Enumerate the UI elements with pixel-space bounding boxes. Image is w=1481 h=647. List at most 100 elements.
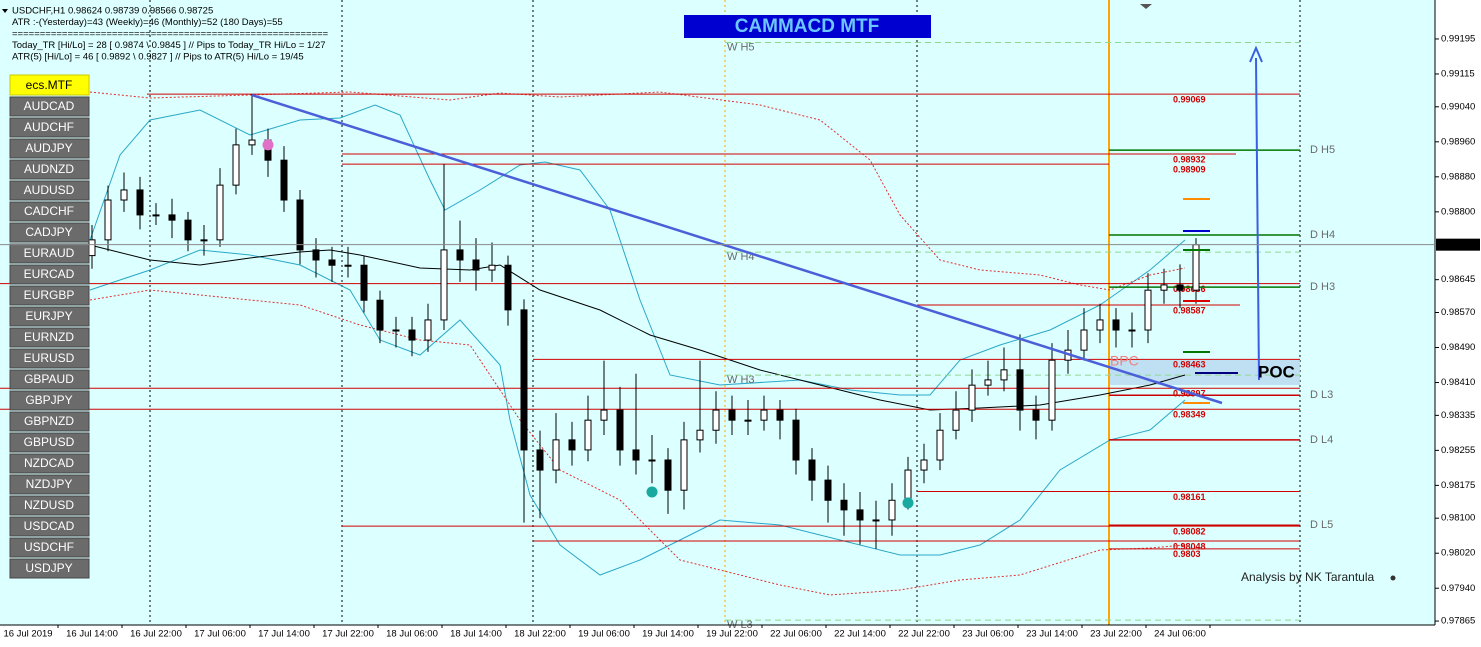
scroll-marker: [1140, 4, 1152, 9]
footer-note: Analysis by NK Tarantula: [1241, 570, 1375, 584]
y-tick-label: 0.98175: [1441, 480, 1475, 491]
symbol-button[interactable]: [9, 96, 90, 117]
arrow-head: [1249, 45, 1263, 63]
symbol-button[interactable]: [9, 390, 90, 411]
price-axis-background: [1435, 0, 1481, 647]
candle-body: [952, 409, 960, 431]
session-separators: [149, 0, 1301, 625]
current-price-box: [1436, 238, 1480, 251]
chart-title: CAMMACD MTF: [735, 16, 880, 37]
footer-icon: [1390, 575, 1396, 581]
x-tick-label: 24 Jul 06:00: [1154, 629, 1206, 640]
candle-body: [312, 249, 320, 261]
symbol-button[interactable]: [9, 516, 90, 537]
candle-body: [1048, 359, 1056, 421]
symbol-label: EURUSD: [24, 351, 75, 365]
symbol-label: GBPUSD: [24, 435, 75, 449]
candle-body: [792, 419, 800, 461]
symbol-label: NZDJPY: [26, 477, 73, 491]
band-lower: [89, 249, 1186, 576]
x-tick-label: 18 Jul 14:00: [450, 629, 502, 640]
y-tick-label: 0.98100: [1441, 513, 1475, 524]
symbol-label: CADCHF: [24, 204, 74, 218]
symbol-label: USDCHF: [24, 540, 74, 554]
symbol-button[interactable]: [9, 264, 90, 285]
symbol-label: AUDUSD: [24, 183, 75, 197]
signal-dot: [902, 497, 914, 509]
x-tick-label: 16 Jul 2019: [3, 629, 52, 640]
candle-body: [872, 519, 880, 522]
candle-body: [120, 189, 128, 201]
symbol-button[interactable]: [9, 411, 90, 432]
indicator-button[interactable]: [9, 74, 90, 96]
symbol-button[interactable]: [9, 243, 90, 264]
pivot-label: D L3: [1310, 389, 1333, 401]
symbol-button[interactable]: [9, 327, 90, 348]
candle-body: [680, 439, 688, 491]
symbol-button[interactable]: [9, 180, 90, 201]
x-tick-label: 19 Jul 22:00: [706, 629, 758, 640]
candle-body: [216, 184, 224, 241]
candle-body: [968, 384, 976, 411]
x-tick-label: 23 Jul 22:00: [1090, 629, 1142, 640]
symbol-button[interactable]: [9, 159, 90, 180]
symbol-button[interactable]: [9, 138, 90, 159]
symbol-button[interactable]: [9, 495, 90, 516]
symbol-button[interactable]: [9, 201, 90, 222]
symbol-button[interactable]: [9, 558, 90, 579]
info-line: ATR :-(Yesterday)=43 (Weekly)=46 (Monthl…: [12, 17, 283, 28]
y-tick-label: 0.97940: [1441, 583, 1475, 594]
symbol-label: USDCAD: [24, 519, 75, 533]
time-axis-background: [0, 625, 1435, 647]
candle-body: [88, 239, 96, 257]
candle-body: [200, 239, 208, 242]
symbol-button[interactable]: [9, 432, 90, 453]
signal-dot: [262, 139, 274, 151]
symbol-button[interactable]: [9, 453, 90, 474]
x-tick-label: 22 Jul 22:00: [898, 629, 950, 640]
y-tick-label: 0.98570: [1441, 307, 1475, 318]
level-label: 0.98909: [1173, 165, 1206, 175]
envelope-lower: [89, 289, 1186, 596]
candle-body: [136, 189, 144, 216]
indicators: [89, 91, 1186, 596]
candle-body: [376, 299, 384, 331]
x-tick-label: 22 Jul 14:00: [834, 629, 886, 640]
moving-average: [89, 244, 1186, 411]
symbol-button[interactable]: [9, 369, 90, 390]
x-tick-label: 23 Jul 06:00: [962, 629, 1014, 640]
symbol-button[interactable]: [9, 474, 90, 495]
y-tick-label: 0.99040: [1441, 101, 1475, 112]
band-upper: [89, 104, 1186, 396]
symbol-button[interactable]: [9, 537, 90, 558]
candle-body: [1160, 284, 1168, 291]
symbol-button[interactable]: [9, 222, 90, 243]
x-tick-label: 18 Jul 22:00: [514, 629, 566, 640]
candle-body: [840, 499, 848, 511]
candle-body: [104, 199, 112, 241]
candle-body: [648, 459, 656, 462]
bpc-label: BPC: [1110, 353, 1139, 369]
level-label: 0.98587: [1173, 305, 1206, 315]
candle-body: [472, 259, 480, 271]
level-label: 0.98082: [1173, 526, 1206, 536]
symbol-label: EURNZD: [24, 330, 74, 344]
candles: [88, 94, 1200, 549]
y-tick-label: 0.98490: [1441, 342, 1475, 353]
symbol-button[interactable]: [9, 285, 90, 306]
y-tick-label: 0.98335: [1441, 410, 1475, 421]
symbol-button[interactable]: [9, 117, 90, 138]
x-tick-label: 17 Jul 14:00: [258, 629, 310, 640]
x-tick-label: 17 Jul 22:00: [322, 629, 374, 640]
info-line: ATR(5) [Hi/Lo] = 46 [ 0.9892 \ 0.9827 ] …: [12, 52, 304, 63]
candle-body: [920, 459, 928, 471]
symbol-button[interactable]: [9, 306, 90, 327]
candle-body: [664, 459, 672, 491]
candle-body: [1096, 319, 1104, 331]
candle-body: [808, 459, 816, 481]
candle-body: [1112, 319, 1120, 331]
signal-dot: [646, 486, 658, 498]
candle-body: [520, 309, 528, 451]
symbol-button[interactable]: [9, 348, 90, 369]
